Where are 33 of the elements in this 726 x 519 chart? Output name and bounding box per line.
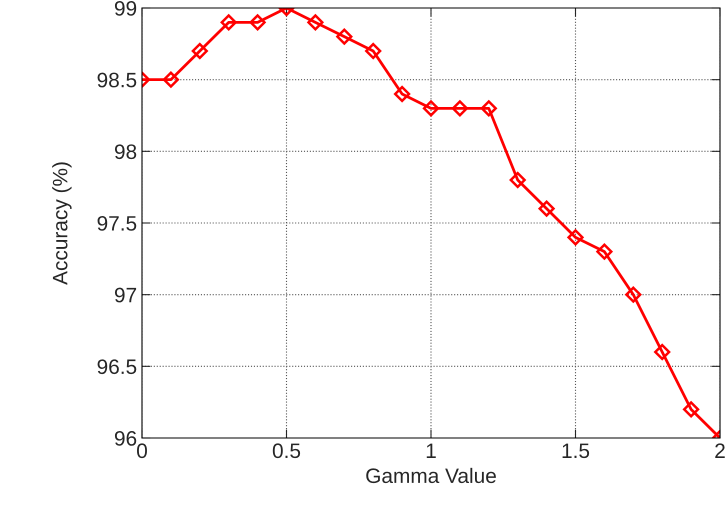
point	[510, 172, 526, 188]
point	[307, 14, 324, 30]
y-tick-label: 96.5	[98, 359, 136, 374]
line-series	[142, 8, 720, 438]
point	[480, 100, 497, 116]
point	[394, 86, 410, 102]
point	[162, 72, 180, 88]
point	[567, 229, 584, 246]
point	[625, 286, 642, 303]
point	[365, 42, 382, 60]
y-tick-label: 96	[114, 431, 136, 446]
x-tick-label: 1	[426, 444, 436, 458]
y-tick-label: 99	[114, 1, 136, 16]
point	[220, 14, 237, 30]
point	[682, 401, 700, 418]
y-tick-label: 98.5	[98, 72, 136, 88]
point	[336, 28, 352, 45]
y-axis-title: Accuracy (%)	[52, 162, 72, 285]
point	[249, 14, 266, 30]
y-tick-label: 98	[114, 144, 136, 160]
y-tick-label: 97	[114, 288, 136, 302]
point	[452, 100, 468, 116]
y-tick-label: 97.5	[98, 216, 136, 231]
point	[596, 244, 613, 260]
point	[654, 344, 670, 360]
x-tick-label: 1.5	[562, 444, 590, 458]
x-axis-title: Gamma Value	[366, 468, 496, 484]
point	[422, 100, 440, 116]
x-tick-label: 0.5	[272, 443, 300, 458]
point	[192, 42, 208, 60]
x-tick-label: 0	[137, 443, 147, 458]
x-tick-label: 2	[715, 443, 725, 458]
point	[538, 200, 555, 217]
